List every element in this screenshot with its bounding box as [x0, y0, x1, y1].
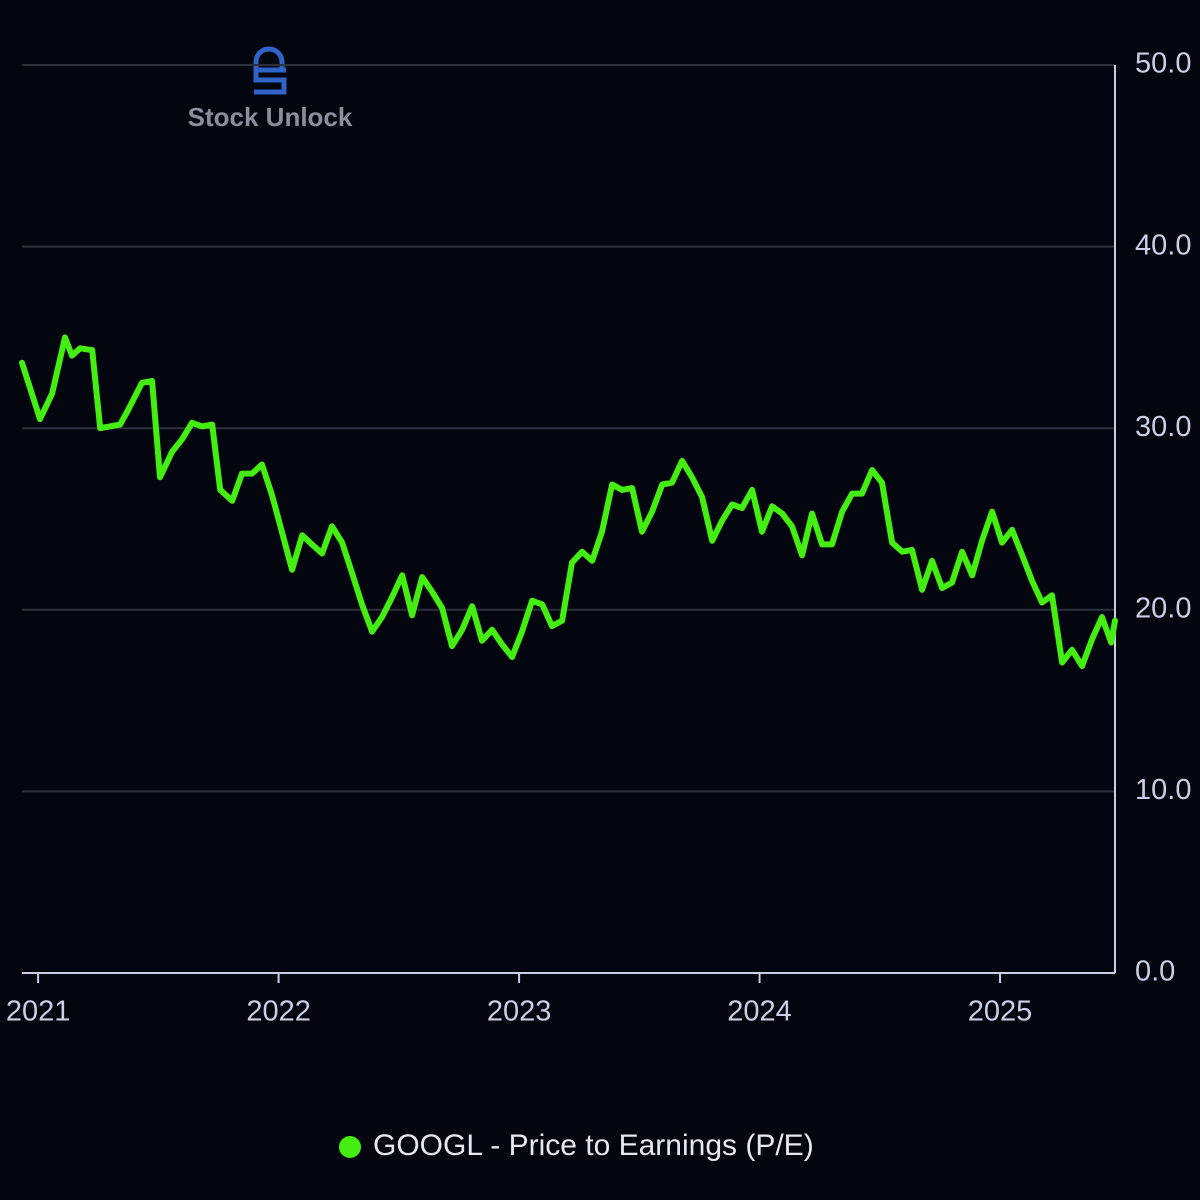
legend-swatch — [339, 1136, 361, 1158]
x-tick-label: 2022 — [246, 996, 311, 1028]
y-tick-label: 40.0 — [1135, 229, 1191, 261]
watermark: Stock Unlock — [188, 102, 353, 132]
x-tick-label: 2025 — [968, 996, 1033, 1028]
y-tick-label: 0.0 — [1135, 956, 1175, 988]
x-tick-label: 2021 — [6, 996, 71, 1028]
y-tick-label: 30.0 — [1135, 411, 1191, 443]
logo-icon — [253, 46, 287, 95]
series-line — [19, 334, 1118, 670]
legend-label: GOOGL - Price to Earnings (P/E) — [373, 1129, 814, 1162]
x-tick-label: 2024 — [727, 996, 792, 1028]
y-tick-label: 10.0 — [1135, 774, 1191, 806]
x-tick-label: 2023 — [487, 996, 552, 1028]
y-tick-label: 50.0 — [1135, 48, 1191, 80]
y-tick-label: 20.0 — [1135, 592, 1191, 624]
